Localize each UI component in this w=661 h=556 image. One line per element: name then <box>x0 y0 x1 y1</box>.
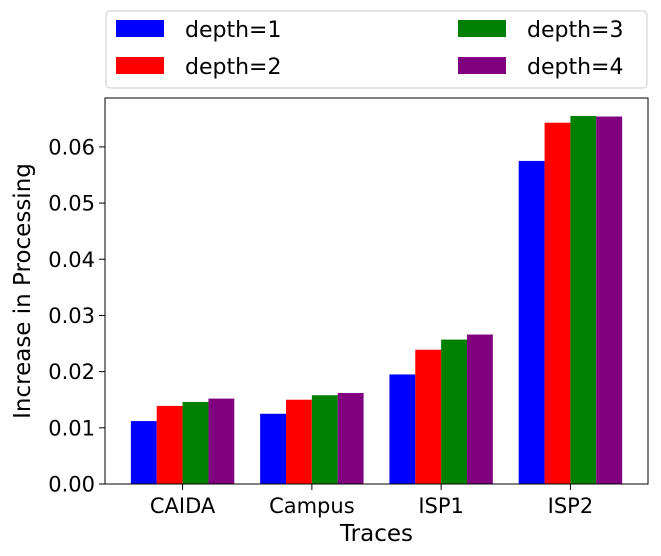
bar-isp1-depth-4 <box>467 334 493 484</box>
y-tick-label: 0.00 <box>48 473 95 497</box>
y-tick-label: 0.03 <box>48 304 95 328</box>
y-tick-label: 0.06 <box>48 135 95 159</box>
legend-label-depth-1: depth=1 <box>185 18 281 43</box>
bar-campus-depth-1 <box>260 413 286 484</box>
x-axis-title: Traces <box>339 521 413 547</box>
x-tick-label-campus: Campus <box>269 494 355 518</box>
bar-caida-depth-3 <box>182 401 209 484</box>
bar-isp2-depth-2 <box>544 122 571 484</box>
bar-isp2-depth-4 <box>596 116 623 484</box>
bar-caida-depth-4 <box>208 398 235 484</box>
bar-isp1-depth-1 <box>389 374 416 484</box>
bar-isp1-depth-3 <box>441 339 467 484</box>
x-axis: CAIDA Campus ISP1 ISP2 <box>150 484 593 518</box>
bar-isp2-depth-3 <box>570 115 597 484</box>
y-tick-label: 0.05 <box>48 192 95 216</box>
bar-caida-depth-2 <box>156 405 183 484</box>
bar-campus-depth-2 <box>286 399 312 484</box>
legend-box <box>105 10 648 89</box>
bar-isp2-depth-1 <box>518 160 545 484</box>
plot-frame <box>104 97 649 485</box>
bars <box>130 115 623 484</box>
legend-label-depth-2: depth=2 <box>185 55 281 80</box>
x-tick-label-caida: CAIDA <box>150 494 216 518</box>
legend: depth=1 depth=2 depth=3 depth=4 <box>105 10 648 89</box>
legend-label-depth-4: depth=4 <box>527 55 623 80</box>
bar-isp1-depth-2 <box>415 349 442 484</box>
x-tick-label-isp2: ISP2 <box>548 494 594 518</box>
x-tick-label-isp1: ISP1 <box>418 494 464 518</box>
legend-label-depth-3: depth=3 <box>527 18 623 43</box>
bar-caida-depth-1 <box>130 421 157 484</box>
y-tick-label: 0.02 <box>48 360 95 384</box>
legend-swatch-depth-3 <box>458 20 506 37</box>
bar-campus-depth-3 <box>311 395 338 484</box>
y-axis-title: Increase in Processing <box>10 163 36 419</box>
y-tick-label: 0.01 <box>48 416 95 440</box>
y-tick-label: 0.04 <box>48 248 95 272</box>
legend-swatch-depth-1 <box>116 20 164 37</box>
legend-swatch-depth-4 <box>458 57 506 74</box>
y-axis: 0.00 0.01 0.02 0.03 0.04 0.05 0.06 <box>48 135 105 497</box>
legend-swatch-depth-2 <box>116 57 164 74</box>
bar-campus-depth-4 <box>337 392 364 484</box>
